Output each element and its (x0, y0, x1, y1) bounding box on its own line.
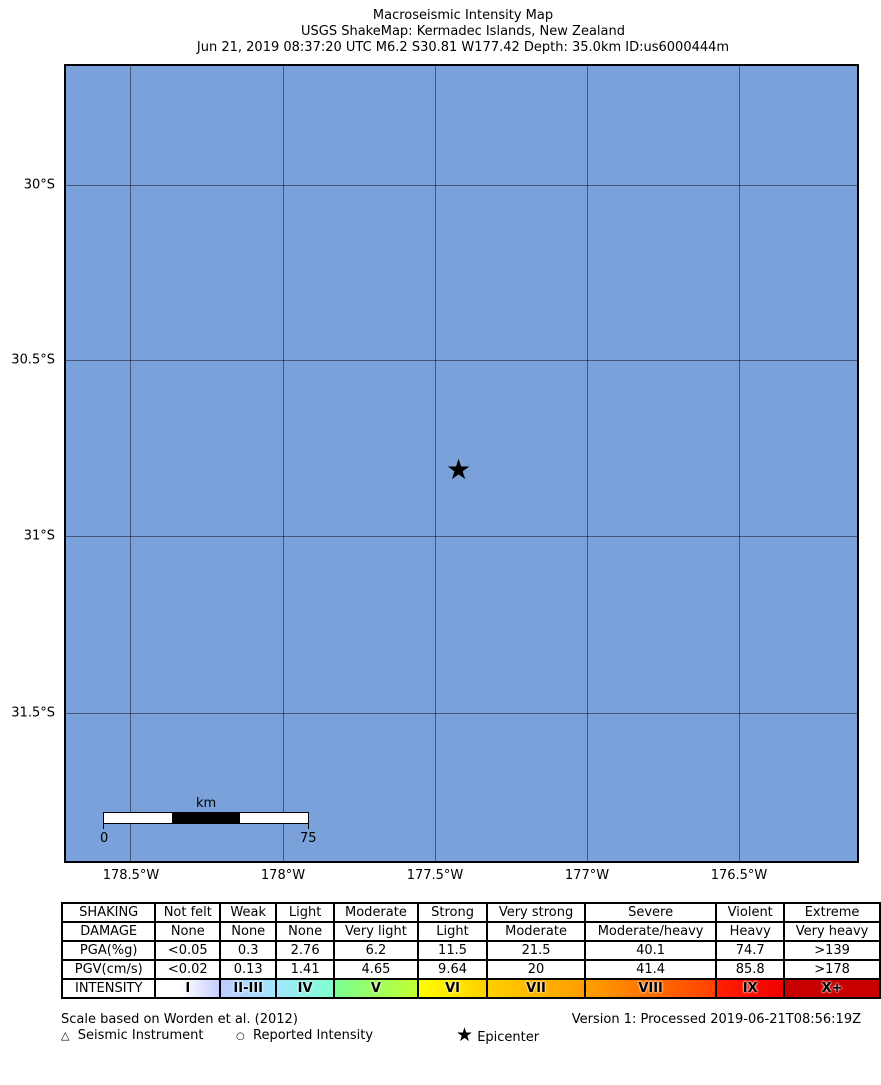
title-line-2: USGS ShakeMap: Kermadec Islands, New Zea… (301, 24, 625, 39)
legend-cell: Violent (715, 902, 786, 923)
legend-epicenter: ★ Epicenter (456, 1024, 539, 1046)
lon-label: 178°W (260, 868, 306, 883)
legend-cell: VII (486, 978, 586, 999)
legend-instrument: △ Seismic Instrument (61, 1028, 203, 1043)
legend-row-header: SHAKING (60, 902, 157, 923)
legend-cell: Extreme (783, 902, 881, 923)
gridline (587, 66, 588, 861)
legend-cell: 4.65 (332, 959, 419, 980)
lat-label: 30.5°S (11, 352, 55, 368)
legend-cell: Very light (332, 921, 419, 942)
legend-cell: VIII (583, 978, 718, 999)
lat-label: 31°S (23, 528, 55, 544)
lat-label: 31.5°S (11, 705, 55, 721)
legend-cell: Not felt (154, 902, 222, 923)
legend-cell: 40.1 (583, 940, 718, 961)
circle-icon: ○ (236, 1031, 245, 1042)
legend-cell: <0.05 (154, 940, 222, 961)
map-area[interactable]: ★ km 0 75 (64, 64, 859, 863)
star-icon: ★ (456, 1024, 474, 1046)
reported-label: Reported Intensity (253, 1028, 374, 1043)
legend-cell: >178 (783, 959, 881, 980)
gridline (66, 185, 857, 186)
legend-row-header: DAMAGE (60, 921, 157, 942)
gridline (66, 360, 857, 361)
gridline (130, 66, 131, 861)
legend-cell: <0.02 (154, 959, 222, 980)
legend-cell: Heavy (715, 921, 786, 942)
legend-cell: 0.3 (219, 940, 278, 961)
legend-cell: VI (416, 978, 489, 999)
legend-row-header: PGA(%g) (60, 940, 157, 961)
gridline (283, 66, 284, 861)
scalebar-unit: km (196, 796, 217, 811)
legend-row: INTENSITY I II-III IV V VI VII VIII IX X+ (60, 978, 881, 999)
title-line-1: Macroseismic Intensity Map (372, 8, 554, 23)
legend-cell: 20 (486, 959, 586, 980)
legend-cell: X+ (783, 978, 881, 999)
lon-label: 178.5°W (102, 868, 160, 883)
legend-cell: Light (275, 902, 335, 923)
legend-cell: None (154, 921, 222, 942)
legend-cell: 0.13 (219, 959, 278, 980)
legend-cell: Strong (416, 902, 489, 923)
gridline (66, 713, 857, 714)
scale-note: Scale based on Worden et al. (2012) (61, 1012, 298, 1027)
legend-cell: 85.8 (715, 959, 786, 980)
map-title: Macroseismic Intensity Map USGS ShakeMap… (0, 8, 881, 56)
legend-cell: 9.64 (416, 959, 489, 980)
legend-row: DAMAGE None None None Very light Light Moderat… (60, 921, 881, 942)
legend-cell: Very heavy (783, 921, 881, 942)
legend-cell: Weak (219, 902, 278, 923)
intensity-legend-table: SHAKING Not felt Weak Light Moderate Strong Ve… (60, 902, 881, 999)
legend-cell: 11.5 (416, 940, 489, 961)
lon-label: 177°W (564, 868, 610, 883)
scalebar-start: 0 (100, 831, 109, 846)
legend-row: SHAKING Not felt Weak Light Moderate Strong Ve… (60, 902, 881, 923)
legend-cell: V (332, 978, 419, 999)
legend-cell: I (154, 978, 222, 999)
legend-cell: Moderate/heavy (583, 921, 718, 942)
legend-cell: Very strong (486, 902, 586, 923)
scalebar-end: 75 (300, 831, 317, 846)
legend-row: PGA(%g) <0.05 0.3 2.76 6.2 11.5 21.5 40.1 74.7 >1… (60, 940, 881, 961)
legend-cell: 1.41 (275, 959, 335, 980)
legend-reported: ○ Reported Intensity (236, 1028, 373, 1043)
legend-cell: 2.76 (275, 940, 335, 961)
legend-cell: Light (416, 921, 489, 942)
version-note: Version 1: Processed 2019-06-21T08:56:19… (571, 1012, 861, 1027)
legend-cell: 74.7 (715, 940, 786, 961)
lon-label: 176.5°W (710, 868, 768, 883)
legend-cell: None (219, 921, 278, 942)
lon-label: 177.5°W (406, 868, 464, 883)
legend-cell: None (275, 921, 335, 942)
legend-cell: IX (715, 978, 786, 999)
legend-cell: >139 (783, 940, 881, 961)
legend-cell: II-III (219, 978, 278, 999)
legend-row-header: INTENSITY (60, 978, 157, 999)
legend-cell: 6.2 (332, 940, 419, 961)
legend-row: PGV(cm/s) <0.02 0.13 1.41 4.65 9.64 20 41.4 85.8… (60, 959, 881, 980)
legend-cell: Moderate (332, 902, 419, 923)
lat-label: 30°S (23, 177, 55, 193)
legend-cell: IV (275, 978, 335, 999)
gridline (739, 66, 740, 861)
epicenter-star-icon: ★ (446, 453, 472, 486)
legend-cell: 21.5 (486, 940, 586, 961)
legend-row-header: PGV(cm/s) (60, 959, 157, 980)
triangle-icon: △ (61, 1029, 70, 1042)
epicenter-label: Epicenter (477, 1030, 540, 1045)
legend-cell: 41.4 (583, 959, 718, 980)
instrument-label: Seismic Instrument (77, 1028, 204, 1043)
legend-cell: Moderate (486, 921, 586, 942)
gridline (66, 536, 857, 537)
gridline (435, 66, 436, 861)
legend-cell: Severe (583, 902, 718, 923)
title-line-3: Jun 21, 2019 08:37:20 UTC M6.2 S30.81 W1… (196, 40, 730, 55)
